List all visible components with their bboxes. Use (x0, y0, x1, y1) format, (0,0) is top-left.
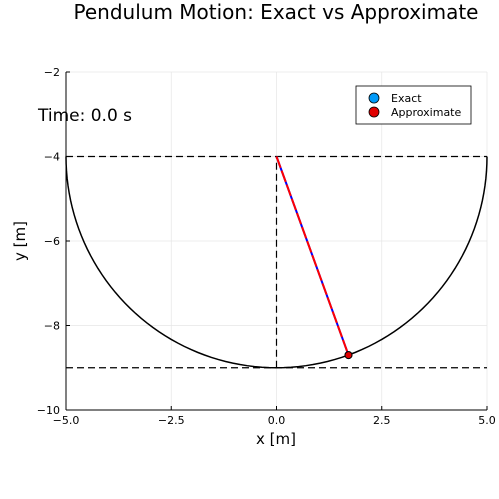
chart-title: Pendulum Motion: Exact vs Approximate (74, 0, 479, 24)
x-tick-label-4: 5.0 (478, 414, 496, 427)
x-axis-label: x [m] (256, 430, 296, 448)
pendulum-rods (275, 156, 350, 356)
legend: Exact Approximate (355, 85, 472, 125)
pendulum-bobs (344, 351, 353, 360)
x-tick-label-0: −5.0 (53, 414, 80, 427)
x-tick-labels: −5.0 −2.5 0.0 2.5 5.0 (53, 414, 496, 427)
y-tick-label-4: −2 (44, 66, 60, 79)
bob-approximate (344, 351, 353, 360)
x-tick-label-1: −2.5 (158, 414, 185, 427)
legend-box (355, 85, 472, 125)
time-annotation: Time: 0.0 s (37, 106, 132, 126)
y-tick-labels: −10 −8 −6 −4 −2 (37, 66, 60, 417)
legend-label-approximate: Approximate (391, 106, 461, 119)
y-tick-label-2: −6 (44, 235, 60, 248)
legend-marker-exact (368, 92, 380, 104)
plot-axes (65, 71, 488, 411)
y-tick-label-3: −4 (44, 151, 60, 164)
legend-marker-approximate (368, 106, 380, 118)
x-tick-label-2: 0.0 (268, 414, 286, 427)
rod-approximate (275, 156, 350, 356)
y-axis-label: y [m] (11, 221, 29, 261)
legend-label-exact: Exact (391, 92, 422, 105)
x-tick-label-3: 2.5 (373, 414, 391, 427)
y-tick-label-1: −8 (44, 320, 60, 333)
pendulum-arc (65, 156, 488, 369)
y-tick-label-0: −10 (37, 404, 60, 417)
